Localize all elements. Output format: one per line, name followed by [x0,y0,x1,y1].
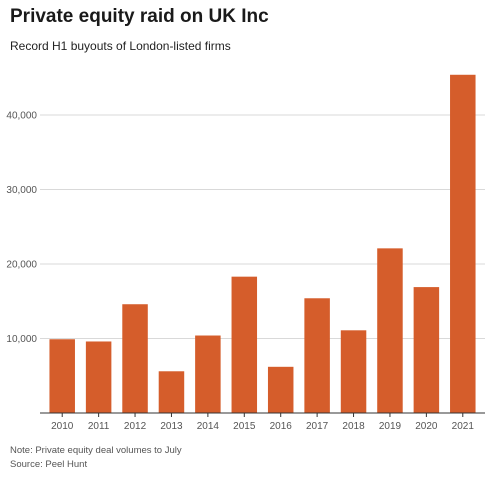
x-tick-label: 2011 [88,421,110,432]
x-tick-label: 2021 [452,421,475,432]
bar-2020 [413,287,440,413]
bar-2016 [267,366,294,413]
x-tick-label: 2014 [197,421,220,432]
x-tick-label: 2012 [124,421,147,432]
bar-2015 [231,276,258,413]
x-tick-label: 2013 [160,421,183,432]
bar-2013 [158,371,185,413]
y-tick-label: 40,000 [6,111,37,122]
chart-note: Note: Private equity deal volumes to Jul… [10,445,182,456]
x-tick-label: 2019 [379,421,402,432]
y-tick-label: 30,000 [6,185,37,196]
bar-2019 [377,248,403,413]
x-tick-label: 2015 [233,421,256,432]
chart-source: Source: Peel Hunt [10,459,88,470]
x-tick-label: 2016 [270,421,293,432]
y-tick-label: 10,000 [6,334,37,345]
bar-2018 [340,330,367,413]
bar-2010 [49,339,75,413]
x-tick-label: 2020 [415,421,438,432]
x-axis-ticks: 2010 2011 2012 2013 2014 2015 2016 2017 2018 2019… [51,413,474,432]
x-tick-label: 2018 [342,421,365,432]
x-tick-label: 2010 [51,421,74,432]
y-axis-ticks: 10,000 20,000 30,000 40,000 [6,111,37,346]
bar-2011 [85,341,112,413]
bar-2014 [195,335,221,413]
bars [49,74,476,414]
y-tick-label: 20,000 [6,260,37,271]
chart-title: Private equity raid on UK Inc [10,6,269,27]
bar-2021 [450,74,476,414]
bar-2012 [122,304,148,413]
bar-2017 [304,298,330,413]
chart-subtitle: Record H1 buyouts of London-listed firms [10,39,231,53]
gridlines [40,114,485,339]
x-tick-label: 2017 [306,421,329,432]
